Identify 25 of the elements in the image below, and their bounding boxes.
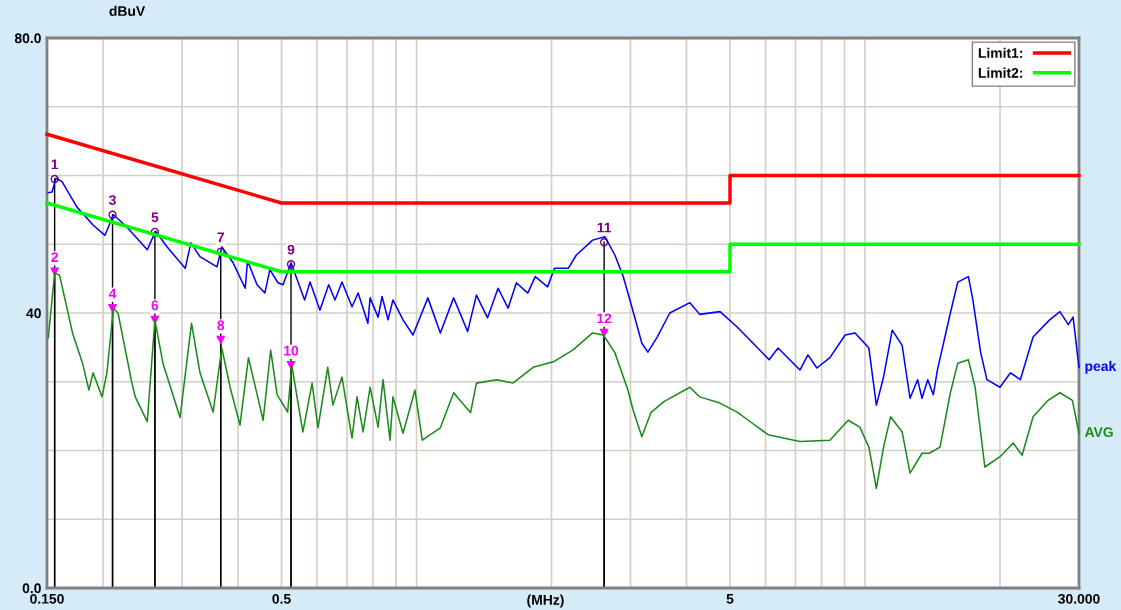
annotation: 12 <box>597 313 612 324</box>
x-tick-label: 30.000 <box>1058 593 1100 604</box>
x-axis-title: (MHz) <box>527 594 564 608</box>
x-tick-label: 0.5 <box>272 593 291 604</box>
x-tick-label: 5 <box>726 594 734 604</box>
annotation: 2 <box>51 252 58 262</box>
annotation: 11 <box>597 222 612 233</box>
x-tick-label: 0.150 <box>30 593 64 604</box>
annotation: 9 <box>287 244 295 255</box>
y-axis-title: dBuV <box>109 5 146 16</box>
y-tick-label: 80.0 <box>14 33 41 44</box>
annotation: 7 <box>217 232 224 242</box>
annotation: 8 <box>217 320 225 331</box>
series-label: AVG <box>1084 427 1113 438</box>
annotation: 5 <box>151 212 159 223</box>
legend-label: Limit2: <box>978 67 1023 78</box>
annotation: 10 <box>284 345 299 356</box>
y-tick-label: 40 <box>26 308 41 319</box>
annotation: 6 <box>151 300 159 311</box>
annotation: 3 <box>108 195 116 206</box>
annotation: 4 <box>108 288 117 299</box>
annotation: 1 <box>51 159 59 170</box>
legend-label: Limit1: <box>978 47 1023 58</box>
y-tick-label: 0.0 <box>22 583 41 594</box>
series-label: peak <box>1085 360 1117 374</box>
